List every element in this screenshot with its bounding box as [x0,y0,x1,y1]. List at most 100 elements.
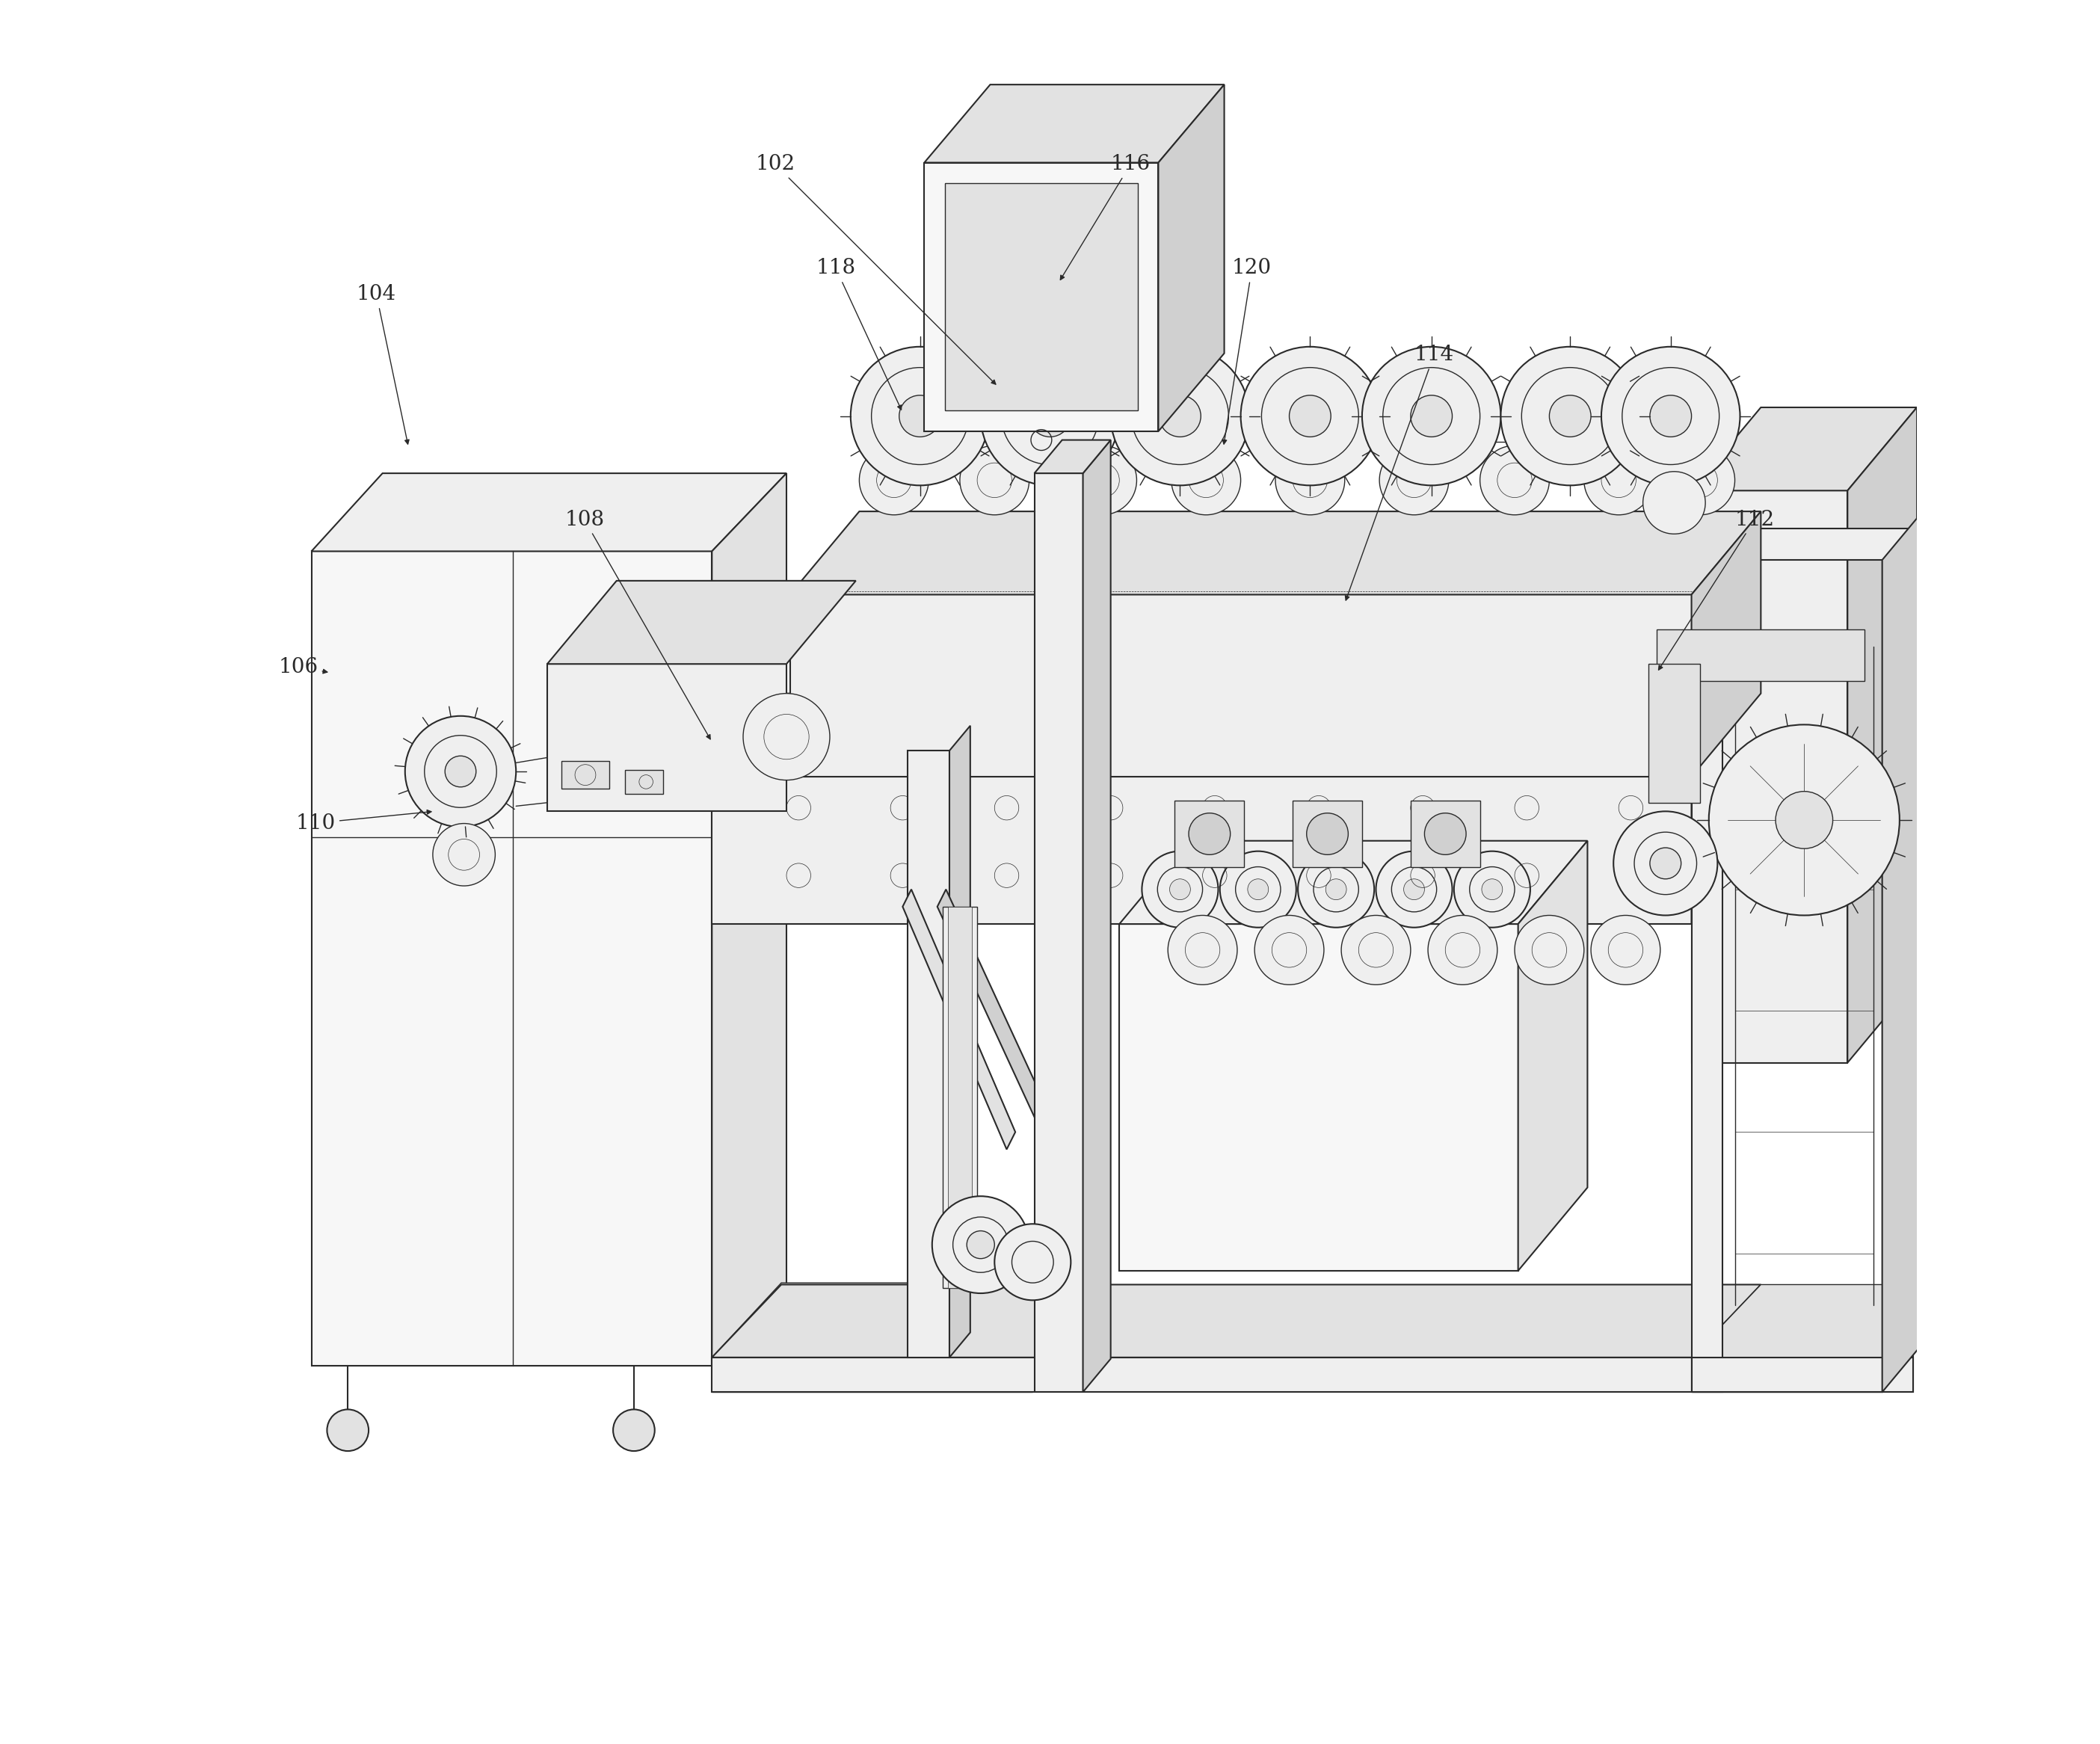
Circle shape [1424,813,1466,855]
Text: 104: 104 [357,284,410,445]
Polygon shape [1518,841,1588,1271]
Bar [943,907,976,1289]
Polygon shape [1882,476,1951,1392]
Bar [945,183,1138,410]
Polygon shape [937,889,1050,1132]
Circle shape [960,445,1029,514]
Text: 114: 114 [1346,345,1453,600]
Circle shape [613,1409,655,1451]
Circle shape [1142,851,1218,928]
Text: 118: 118 [817,258,901,410]
Circle shape [1602,347,1741,485]
Circle shape [1777,792,1833,849]
Text: 108: 108 [565,509,710,739]
Polygon shape [311,473,788,551]
Circle shape [1483,879,1502,900]
Circle shape [1709,726,1900,916]
Circle shape [1254,916,1323,985]
Polygon shape [1848,408,1917,1062]
Circle shape [850,347,989,485]
Text: 102: 102 [756,153,995,384]
Circle shape [1220,851,1296,928]
Bar [1691,1357,1913,1392]
Polygon shape [790,595,1690,776]
Polygon shape [790,511,1760,595]
Circle shape [1189,813,1231,855]
Circle shape [1067,445,1136,514]
Circle shape [1651,848,1682,879]
Circle shape [1289,396,1331,436]
Polygon shape [949,726,970,1357]
Bar [907,750,949,1357]
Polygon shape [712,694,1760,776]
Circle shape [433,823,496,886]
Polygon shape [1691,408,1917,490]
Text: 112: 112 [1659,509,1774,670]
Circle shape [1502,347,1640,485]
Polygon shape [1035,439,1111,473]
Circle shape [1247,879,1268,900]
Circle shape [1411,396,1453,436]
Circle shape [328,1409,370,1451]
Circle shape [1480,445,1550,514]
Bar [1035,473,1084,1392]
Polygon shape [1691,490,1848,1062]
Text: 116: 116 [1060,153,1151,279]
Polygon shape [1691,1357,1882,1392]
Polygon shape [548,581,857,664]
Circle shape [1111,347,1249,485]
Circle shape [1403,879,1424,900]
Circle shape [1376,851,1453,928]
Bar [626,769,664,794]
Circle shape [966,1231,995,1259]
Polygon shape [712,473,788,1366]
Circle shape [1665,445,1735,514]
Circle shape [1159,396,1201,436]
Bar [1294,800,1363,867]
Polygon shape [311,551,712,1366]
Circle shape [743,694,830,780]
Circle shape [1172,445,1241,514]
Bar [1691,528,1913,560]
Circle shape [1514,916,1583,985]
Circle shape [1342,916,1411,985]
Polygon shape [712,776,1691,924]
Polygon shape [1159,85,1224,431]
Circle shape [1583,445,1653,514]
Circle shape [1613,811,1718,916]
Circle shape [1428,916,1497,985]
Polygon shape [1119,924,1518,1271]
Circle shape [859,445,928,514]
Text: 110: 110 [296,809,430,834]
Polygon shape [924,85,1224,162]
Circle shape [1363,347,1502,485]
Circle shape [1651,396,1691,436]
Polygon shape [1691,694,1760,924]
Circle shape [1453,851,1531,928]
Circle shape [1298,851,1373,928]
Circle shape [995,1224,1071,1301]
Circle shape [1642,471,1705,534]
Circle shape [1168,916,1237,985]
Text: 106: 106 [279,657,328,677]
Circle shape [1241,347,1380,485]
Text: 120: 120 [1222,258,1273,445]
Polygon shape [712,1285,1760,1357]
Bar [1882,560,1913,1392]
Polygon shape [903,889,1014,1149]
Polygon shape [1648,664,1701,802]
Circle shape [981,347,1119,485]
Circle shape [1029,396,1071,436]
Circle shape [899,396,941,436]
Polygon shape [1657,630,1865,682]
Circle shape [1170,879,1191,900]
Bar [1174,800,1243,867]
Bar [561,760,609,788]
Circle shape [1325,879,1346,900]
Circle shape [405,717,517,827]
Polygon shape [924,162,1159,431]
Polygon shape [712,1357,1691,1392]
Bar [1411,800,1480,867]
Polygon shape [548,664,788,811]
Polygon shape [1119,841,1588,924]
